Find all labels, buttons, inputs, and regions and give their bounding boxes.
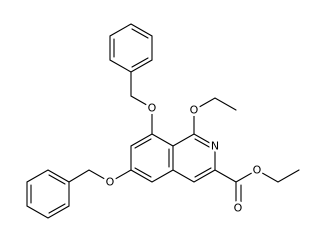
atom-label: O [234,202,243,215]
atom-label: N [211,140,219,153]
structure-diagram: O O N O O O [0,0,330,234]
ethyl-ester [214,169,300,207]
atom-label: O [148,102,157,115]
pyridine-ring [172,133,216,183]
atom-label: O [106,176,115,189]
atom-label: O [253,164,262,177]
phenyl-ring-bottom [26,169,70,219]
benzyloxy-linker-top [130,71,153,135]
ethoxy [193,97,237,135]
bonds [26,23,300,219]
atom-label: O [190,104,199,117]
benzo-ring [130,133,174,183]
benzyloxy-linker-bottom [68,169,132,183]
background [0,0,330,234]
atom-labels: O O N O O O [103,99,264,217]
